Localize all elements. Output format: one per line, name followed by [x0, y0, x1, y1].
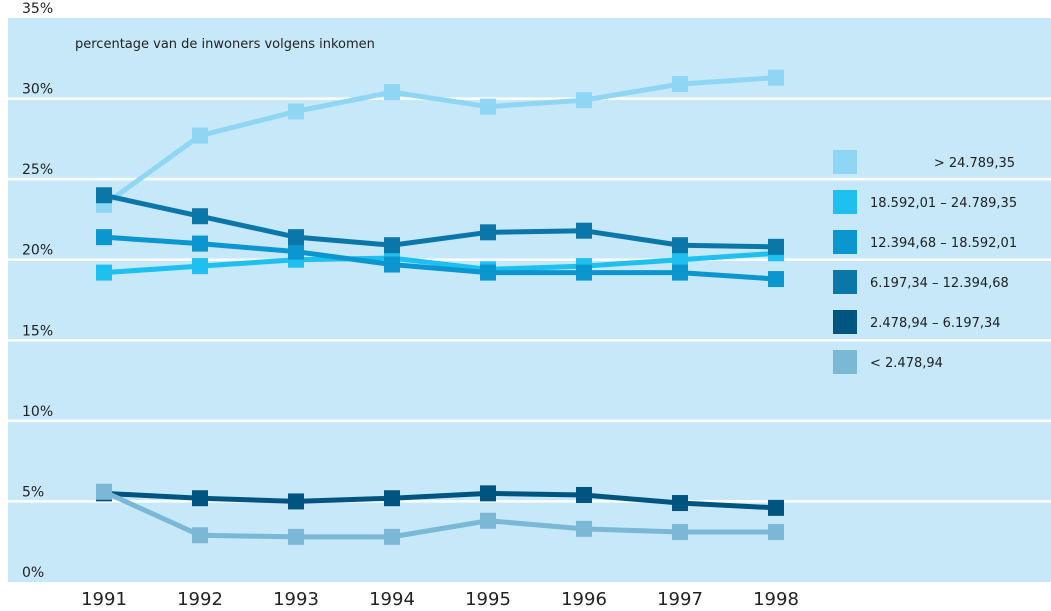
point-marker [672, 251, 688, 268]
point-marker [384, 237, 400, 254]
point-marker [672, 237, 688, 254]
point-marker [672, 495, 688, 512]
series-line [102, 75, 777, 207]
point-marker [288, 493, 304, 510]
point-marker [768, 238, 784, 255]
point-marker [192, 490, 208, 507]
point-marker [192, 127, 208, 144]
x-tick-label: 1994 [369, 589, 415, 610]
x-tick-label: 1993 [273, 589, 319, 610]
point-marker [672, 524, 688, 541]
chart-title: percentage van de inwoners volgens inkom… [75, 37, 375, 52]
legend-label: 2.478,94 – 6.197,34 [870, 316, 1001, 331]
x-tick-label: 1997 [657, 589, 703, 610]
x-tick-label: 1991 [81, 589, 127, 610]
y-tick-label: 0% [22, 565, 44, 581]
point-marker [288, 243, 304, 260]
point-marker [576, 486, 592, 503]
x-tick-label: 1998 [753, 589, 799, 610]
point-marker [384, 84, 400, 101]
point-marker [480, 485, 496, 502]
legend-label: 18.592,01 – 24.789,35 [870, 196, 1017, 211]
series-line [103, 234, 777, 282]
legend-swatch [833, 150, 857, 174]
series-line [103, 192, 777, 250]
point-marker [192, 527, 208, 544]
point-marker [576, 222, 592, 239]
legend-swatch [833, 310, 857, 334]
point-marker [192, 235, 208, 252]
series-line [103, 250, 777, 276]
point-marker [480, 264, 496, 281]
legend-label: 6.197,34 – 12.394,68 [870, 276, 1009, 291]
point-marker [768, 69, 784, 86]
point-marker [480, 98, 496, 115]
legend-swatch [833, 270, 857, 294]
legend-swatch [833, 190, 857, 214]
y-tick-label: 5% [22, 484, 44, 500]
series-line [102, 489, 776, 540]
plot-background [8, 18, 1051, 582]
y-tick-label: 35% [22, 1, 53, 17]
y-tick-label: 25% [22, 162, 53, 178]
point-marker [576, 520, 592, 537]
point-marker [288, 103, 304, 120]
point-marker [384, 256, 400, 273]
point-marker [288, 528, 304, 545]
point-marker [576, 92, 592, 109]
point-marker [96, 483, 112, 500]
y-tick-label: 30% [22, 82, 53, 98]
point-marker [288, 229, 304, 246]
point-marker [384, 490, 400, 507]
point-marker [672, 76, 688, 93]
point-marker [768, 499, 784, 516]
x-tick-label: 1995 [465, 589, 511, 610]
legend-swatch [833, 230, 857, 254]
point-marker [672, 264, 688, 281]
point-marker [96, 264, 112, 281]
x-tick-label: 1992 [177, 589, 223, 610]
point-marker [480, 224, 496, 241]
point-marker [96, 229, 112, 246]
y-tick-label: 15% [22, 323, 53, 339]
point-marker [192, 208, 208, 225]
point-marker [96, 187, 112, 204]
y-tick-label: 20% [22, 243, 53, 259]
point-marker [768, 271, 784, 288]
point-marker [480, 512, 496, 529]
legend-label: 12.394,68 – 18.592,01 [870, 236, 1017, 251]
point-marker [768, 524, 784, 541]
legend-label: > 24.789,35 [934, 156, 1015, 171]
y-tick-label: 10% [22, 404, 53, 420]
series-line [103, 490, 777, 511]
x-tick-label: 1996 [561, 589, 607, 610]
point-marker [384, 528, 400, 545]
point-marker [576, 264, 592, 281]
legend-label: < 2.478,94 [870, 356, 943, 371]
point-marker [192, 258, 208, 275]
legend-swatch [833, 350, 857, 374]
